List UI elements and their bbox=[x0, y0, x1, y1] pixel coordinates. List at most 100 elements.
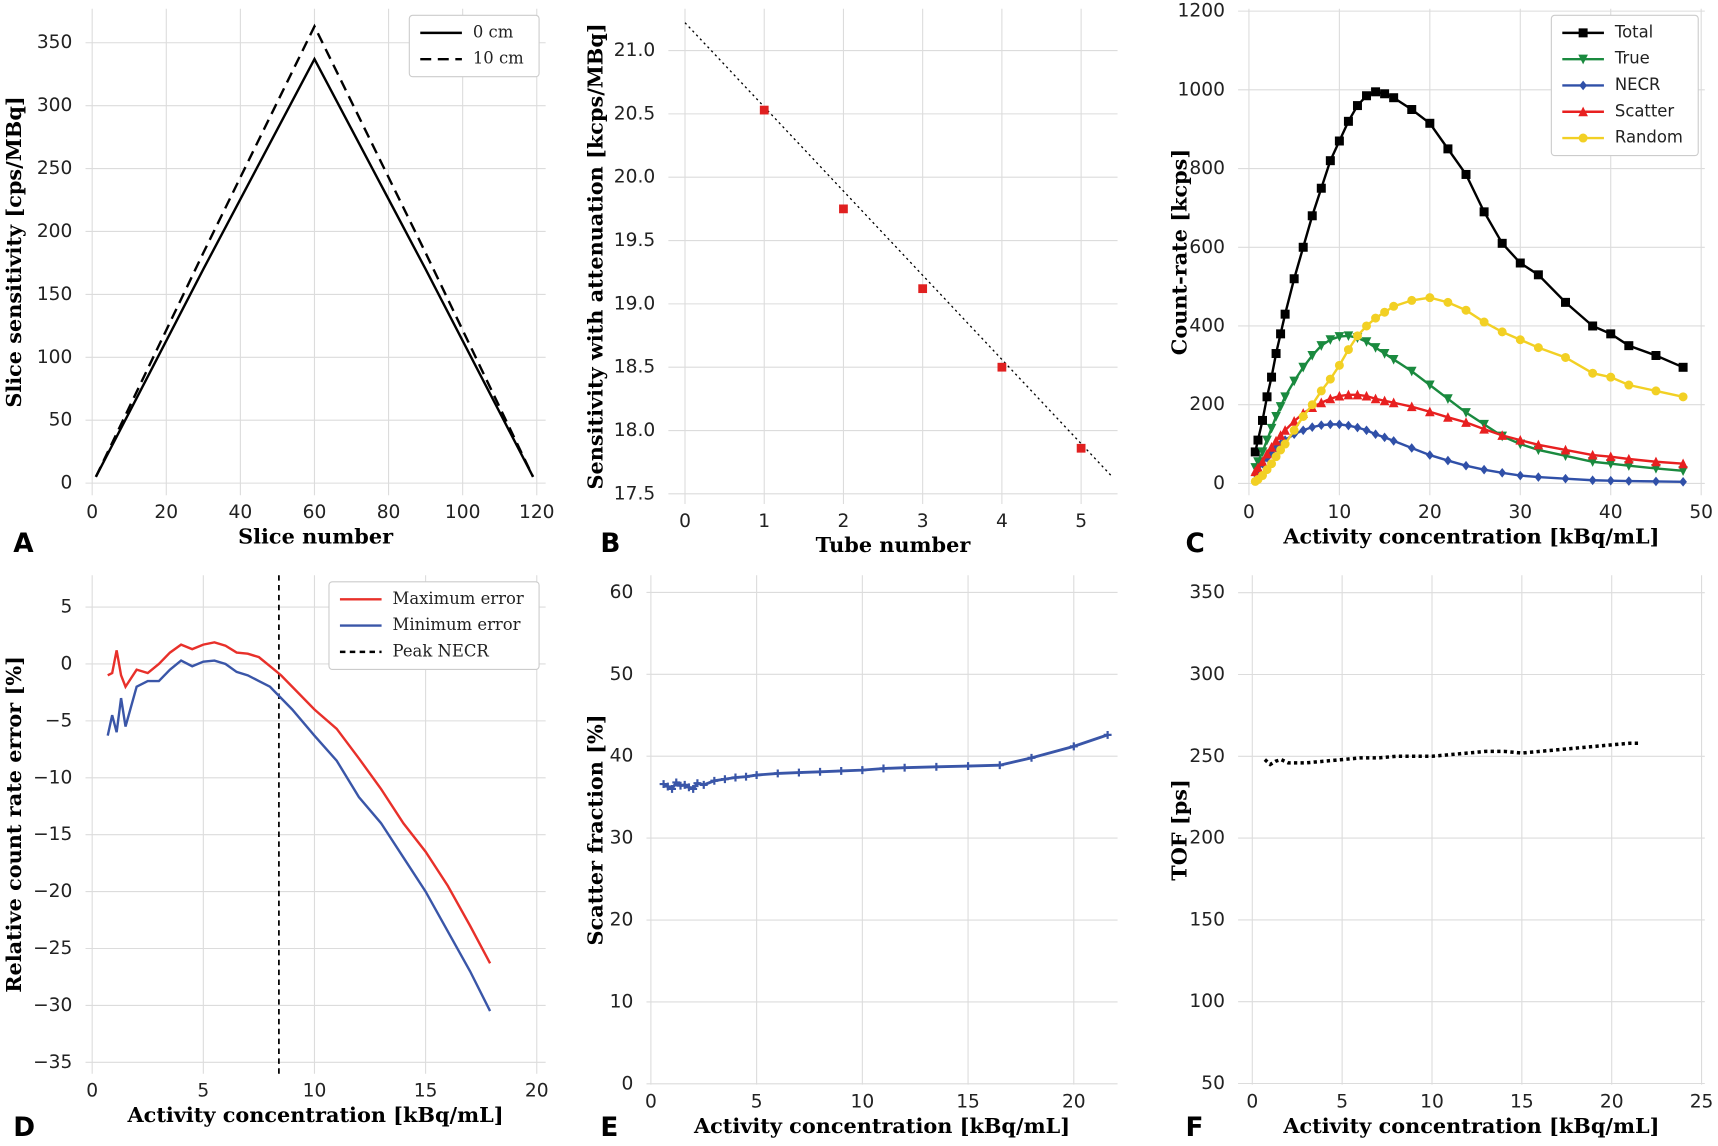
marker bbox=[720, 775, 729, 784]
legend-label: Minimum error bbox=[393, 615, 521, 634]
x-tick-label: 5 bbox=[1336, 1092, 1348, 1113]
marker bbox=[1280, 439, 1290, 449]
marker bbox=[1262, 392, 1272, 402]
legend-label: Maximum error bbox=[393, 589, 524, 608]
marker bbox=[1406, 366, 1417, 377]
marker bbox=[1316, 341, 1327, 351]
marker bbox=[1652, 476, 1660, 487]
marker bbox=[731, 773, 740, 782]
marker bbox=[1280, 425, 1290, 435]
legend-label: Scatter bbox=[1615, 101, 1674, 120]
marker bbox=[1678, 458, 1688, 469]
legend-label: 10 cm bbox=[473, 49, 524, 68]
y-tick-label: 150 bbox=[37, 284, 73, 305]
y-tick-label: 20.0 bbox=[614, 167, 655, 188]
series-line bbox=[94, 23, 535, 478]
marker bbox=[1560, 444, 1571, 455]
marker bbox=[1561, 473, 1570, 484]
marker bbox=[1307, 400, 1317, 410]
marker bbox=[1516, 470, 1525, 481]
marker bbox=[858, 766, 867, 775]
marker bbox=[1533, 270, 1543, 280]
marker bbox=[1443, 144, 1453, 154]
x-tick-label: 2 bbox=[838, 511, 850, 532]
marker bbox=[1533, 439, 1544, 450]
marker bbox=[663, 782, 672, 791]
x-tick-label: 5 bbox=[1075, 511, 1087, 532]
marker bbox=[1298, 242, 1308, 252]
legend: 0 cm 10 cm bbox=[408, 14, 540, 78]
marker bbox=[1280, 309, 1290, 319]
marker bbox=[1276, 329, 1286, 339]
marker bbox=[839, 204, 848, 214]
marker bbox=[659, 780, 668, 788]
x-tick-label: 1 bbox=[758, 511, 770, 532]
marker bbox=[1262, 435, 1272, 446]
marker bbox=[1588, 321, 1598, 331]
x-axis-title: Slice number bbox=[238, 523, 394, 548]
marker bbox=[1578, 28, 1588, 38]
marker bbox=[1587, 449, 1598, 460]
marker bbox=[1579, 80, 1587, 91]
legend-box bbox=[328, 581, 540, 670]
y-tick-label: 50 bbox=[49, 410, 73, 431]
marker bbox=[1326, 419, 1335, 430]
marker bbox=[1389, 436, 1398, 446]
x-tick-label: 0 bbox=[86, 1081, 98, 1102]
marker bbox=[837, 767, 846, 775]
y-tick-label: 100 bbox=[1189, 991, 1225, 1012]
x-tick-label: 25 bbox=[1690, 1092, 1714, 1113]
marker bbox=[1325, 393, 1336, 404]
legend-label: NECR bbox=[1615, 75, 1661, 94]
marker bbox=[1588, 475, 1597, 486]
marker bbox=[1461, 408, 1471, 418]
marker bbox=[1334, 360, 1344, 370]
x-tick-label: 20 bbox=[154, 502, 178, 523]
legend: Maximum error Minimum error Peak NECR bbox=[328, 581, 540, 670]
marker bbox=[1380, 432, 1389, 443]
x-tick-label: 20 bbox=[1062, 1092, 1086, 1113]
y-tick-label: 200 bbox=[1189, 394, 1225, 415]
marker bbox=[918, 284, 928, 294]
series-line bbox=[684, 22, 1114, 478]
marker bbox=[1298, 362, 1309, 373]
marker bbox=[995, 761, 1004, 770]
x-tick-label: 20 bbox=[1600, 1092, 1624, 1113]
y-tick-label: 60 bbox=[610, 582, 634, 603]
y-axis-title: Slice sensitivity [cps/MBq] bbox=[1, 96, 26, 407]
marker bbox=[1479, 423, 1489, 434]
y-axis-title: Count-rate [kcps] bbox=[1167, 149, 1192, 355]
marker bbox=[699, 780, 708, 789]
marker bbox=[1271, 349, 1281, 359]
y-tick-label: 50 bbox=[1201, 1073, 1225, 1094]
series-line bbox=[1254, 90, 1684, 453]
panel-label: A bbox=[13, 529, 34, 559]
x-tick-label: 10 bbox=[850, 1092, 874, 1113]
x-tick-label: 0 bbox=[645, 1092, 657, 1113]
marker bbox=[1258, 415, 1267, 425]
y-tick-label: 0 bbox=[621, 1073, 633, 1094]
series-line bbox=[94, 56, 535, 478]
x-tick-label: 20 bbox=[1418, 502, 1442, 523]
subplot: 0 20 40 60 80 100 120 0 50 100 150 200 250 300 350 Slic… bbox=[1, 8, 555, 559]
marker bbox=[1334, 390, 1345, 401]
marker bbox=[1266, 423, 1277, 434]
x-tick-label: 120 bbox=[519, 502, 555, 523]
marker bbox=[1515, 335, 1525, 345]
legend: Total True NECR Scatter Random bbox=[1550, 14, 1699, 157]
marker bbox=[1497, 238, 1507, 248]
y-tick-label: 20 bbox=[610, 910, 634, 931]
x-tick-label: 60 bbox=[303, 502, 327, 523]
marker bbox=[1271, 412, 1281, 422]
y-tick-label: 30 bbox=[610, 828, 634, 849]
marker bbox=[1361, 337, 1372, 347]
marker bbox=[685, 783, 693, 792]
x-tick-label: 50 bbox=[1689, 502, 1713, 523]
y-tick-label: 21.0 bbox=[614, 40, 655, 61]
marker bbox=[1344, 420, 1353, 431]
marker bbox=[1624, 341, 1634, 351]
y-axis-title: Scatter fraction [%] bbox=[583, 714, 608, 945]
marker bbox=[1257, 456, 1268, 467]
marker bbox=[1678, 362, 1688, 372]
